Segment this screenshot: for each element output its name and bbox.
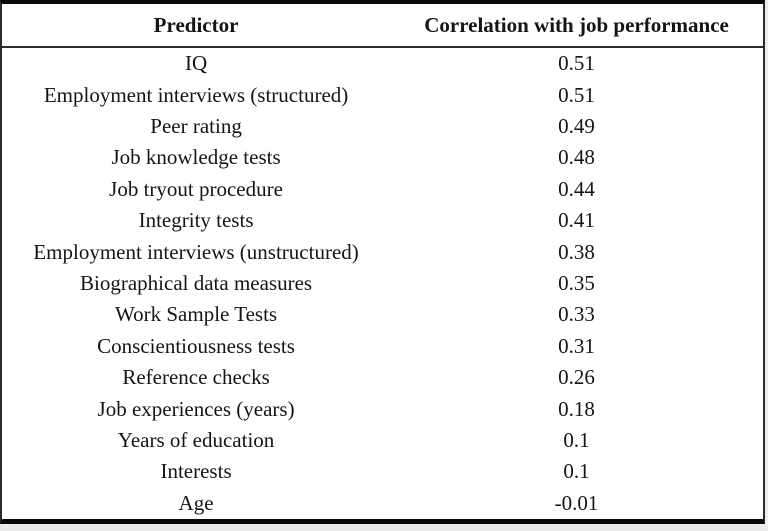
predictor-cell: Interests xyxy=(160,459,232,484)
predictor-cell: Integrity tests xyxy=(138,208,254,233)
predictor-cell: Job knowledge tests xyxy=(111,145,281,170)
table-row: Reference checks 0.26 xyxy=(2,362,763,393)
predictor-cell: Years of education xyxy=(117,428,275,453)
correlation-cell: 0.18 xyxy=(558,396,595,421)
table-row: Years of education 0.1 xyxy=(2,425,763,456)
correlation-column-header: Correlation with job performance xyxy=(424,12,729,37)
predictor-cell: Conscientiousness tests xyxy=(97,333,295,358)
predictor-cell: Job tryout procedure xyxy=(109,176,283,201)
table-row: Employment interviews (unstructured) 0.3… xyxy=(2,236,763,267)
correlation-cell: 0.26 xyxy=(558,365,595,390)
table-row: Work Sample Tests 0.33 xyxy=(2,299,763,330)
predictor-cell: Age xyxy=(178,490,214,515)
table-row: Employment interviews (structured) 0.51 xyxy=(2,79,763,110)
correlation-cell: 0.35 xyxy=(558,271,595,296)
table-row: Integrity tests 0.41 xyxy=(2,205,763,236)
correlation-cell: 0.1 xyxy=(563,459,590,484)
correlation-cell: 0.51 xyxy=(558,51,595,76)
table-row: Job tryout procedure 0.44 xyxy=(2,174,763,205)
table-row: Interests 0.1 xyxy=(2,456,763,487)
correlation-cell: 0.48 xyxy=(558,145,595,170)
correlation-cell: 0.31 xyxy=(558,333,595,358)
correlation-cell: 0.44 xyxy=(558,176,595,201)
table-row: Peer rating 0.49 xyxy=(2,111,763,142)
correlation-cell: 0.41 xyxy=(558,208,595,233)
predictor-cell: Work Sample Tests xyxy=(115,302,278,327)
correlation-cell: 0.33 xyxy=(558,302,595,327)
correlation-cell: 0.49 xyxy=(558,114,595,139)
table-row: Biographical data measures 0.35 xyxy=(2,268,763,299)
table-row: IQ 0.51 xyxy=(2,48,763,79)
predictor-cell: Biographical data measures xyxy=(80,271,313,296)
predictor-cell: Job experiences (years) xyxy=(97,396,295,421)
predictor-cell: IQ xyxy=(184,51,208,76)
predictor-cell: Employment interviews (structured) xyxy=(43,82,349,107)
predictor-cell: Employment interviews (unstructured) xyxy=(33,239,359,264)
table-row: Job experiences (years) 0.18 xyxy=(2,393,763,424)
predictor-cell: Reference checks xyxy=(122,365,270,390)
correlation-cell: 0.38 xyxy=(558,239,595,264)
table-row: Conscientiousness tests 0.31 xyxy=(2,331,763,362)
correlation-cell: -0.01 xyxy=(554,490,599,515)
table-header-row: Predictor Correlation with job performan… xyxy=(2,4,763,48)
table-row: Age -0.01 xyxy=(2,488,763,519)
predictor-column-header: Predictor xyxy=(153,12,239,37)
predictor-cell: Peer rating xyxy=(150,114,242,139)
correlation-cell: 0.1 xyxy=(563,428,590,453)
correlation-cell: 0.51 xyxy=(558,82,595,107)
table-row: Job knowledge tests 0.48 xyxy=(2,142,763,173)
